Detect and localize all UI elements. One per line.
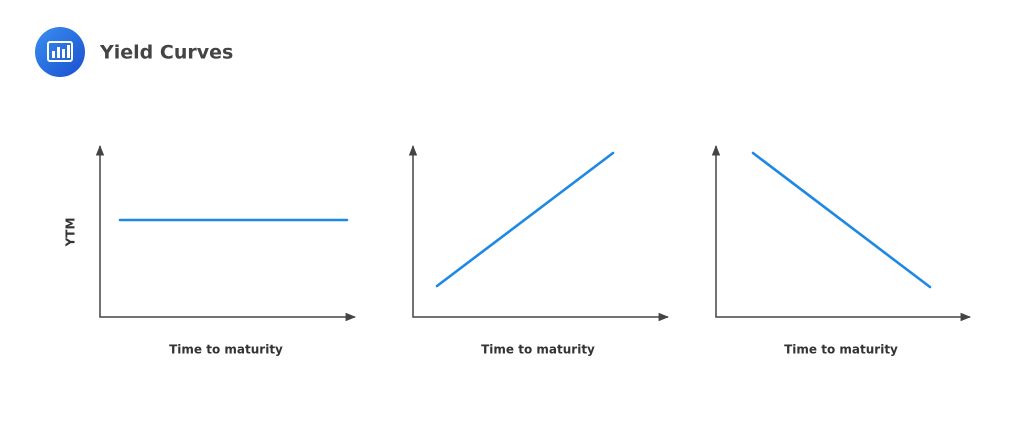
axes [711, 144, 972, 322]
axes [95, 144, 357, 322]
x-axis-label: Time to maturity [784, 343, 898, 357]
panel-normal: Time to maturity [408, 144, 670, 357]
x-axis-label: Time to maturity [169, 343, 283, 357]
y-axis-label: YTM [64, 218, 78, 248]
axes [408, 144, 670, 322]
panel-inverted: Time to maturity [711, 144, 972, 357]
title: Yield Curves [99, 42, 233, 64]
header-icon [35, 27, 85, 77]
panel-flat: YTM Time to maturity [64, 144, 357, 357]
downward-curve [751, 151, 932, 289]
x-axis-label: Time to maturity [481, 343, 595, 357]
upward-curve [435, 151, 615, 288]
